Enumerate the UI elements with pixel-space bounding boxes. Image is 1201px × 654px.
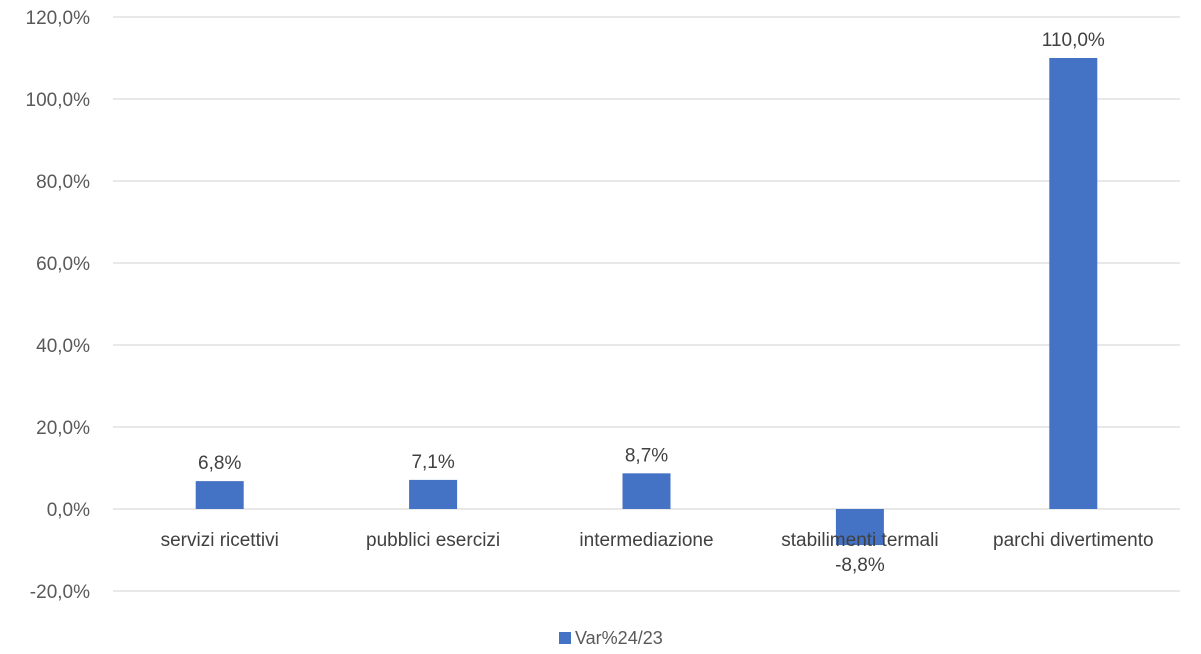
category-label: parchi divertimento [993, 530, 1154, 551]
bar [622, 473, 671, 509]
bars [195, 58, 1098, 546]
y-tick-label: 80,0% [36, 172, 90, 193]
y-tick-label: 100,0% [26, 90, 91, 111]
y-tick-label: 60,0% [36, 254, 90, 275]
data-label: 7,1% [411, 452, 454, 473]
bar [195, 481, 244, 509]
y-tick-label: 20,0% [36, 418, 90, 439]
bar [1049, 58, 1098, 509]
data-labels: 6,8% 7,1% 8,7% -8,8% 110,0% [198, 30, 1105, 576]
bar [409, 479, 458, 509]
gridlines [113, 16, 1180, 592]
legend-label: Var%24/23 [575, 628, 663, 648]
y-tick-label: 40,0% [36, 336, 90, 357]
data-label: 6,8% [198, 453, 241, 474]
legend-swatch [559, 632, 571, 644]
y-tick-label: 0,0% [47, 500, 90, 521]
category-labels: servizi ricettivi pubblici esercizi interm… [161, 530, 1154, 551]
bar [835, 509, 884, 546]
data-label: 110,0% [1042, 30, 1105, 51]
category-label: pubblici esercizi [366, 530, 500, 551]
data-label: 8,7% [625, 445, 668, 466]
y-tick-label: 120,0% [26, 8, 91, 29]
category-label: intermediazione [579, 530, 713, 551]
legend: Var%24/23 [559, 628, 663, 648]
data-label: -8,8% [835, 555, 885, 576]
y-tick-label: -20,0% [30, 582, 90, 603]
category-label: stabilimenti termali [781, 530, 938, 551]
y-axis-tick-labels: -20,0% 0,0% 20,0% 40,0% 60,0% 80,0% 100,0% 120,… [26, 8, 91, 603]
category-label: servizi ricettivi [161, 530, 279, 551]
